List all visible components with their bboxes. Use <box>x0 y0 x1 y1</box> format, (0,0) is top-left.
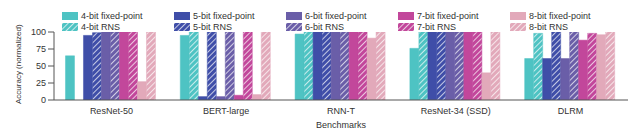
html-text:6-bit fixed-point: 6-bit fixed-point <box>305 10 367 21</box>
svg-text:100: 100 <box>31 27 46 37</box>
svg-text:BERT-large: BERT-large <box>203 106 249 116</box>
html-text:4-bit fixed-point: 4-bit fixed-point <box>81 10 143 21</box>
svg-text:75: 75 <box>36 44 46 54</box>
html-text:8-bit fixed-point: 8-bit fixed-point <box>529 10 591 21</box>
html-text:4-bit RNS: 4-bit RNS <box>81 21 120 32</box>
svg-text:50: 50 <box>36 61 46 71</box>
svg-text:0: 0 <box>41 95 46 105</box>
html-text:6-bit RNS: 6-bit RNS <box>305 21 344 32</box>
svg-text:ResNet-50: ResNet-50 <box>90 106 133 116</box>
svg-text:Accuracy (normalized): Accuracy (normalized) <box>14 24 23 104</box>
html-text:5-bit fixed-point: 5-bit fixed-point <box>193 10 255 21</box>
html-text:5-bit RNS: 5-bit RNS <box>193 21 232 32</box>
svg-text:25: 25 <box>36 78 46 88</box>
svg-text:DLRM: DLRM <box>558 106 584 116</box>
html-text:7-bit fixed-point: 7-bit fixed-point <box>417 10 479 21</box>
svg-text:ResNet-34 (SSD): ResNet-34 (SSD) <box>421 106 491 116</box>
html-text:7-bit RNS: 7-bit RNS <box>417 21 456 32</box>
html-text:8-bit RNS: 8-bit RNS <box>529 21 568 32</box>
svg-text:RNN-T: RNN-T <box>327 106 355 116</box>
svg-text:Benchmarks: Benchmarks <box>316 120 367 130</box>
